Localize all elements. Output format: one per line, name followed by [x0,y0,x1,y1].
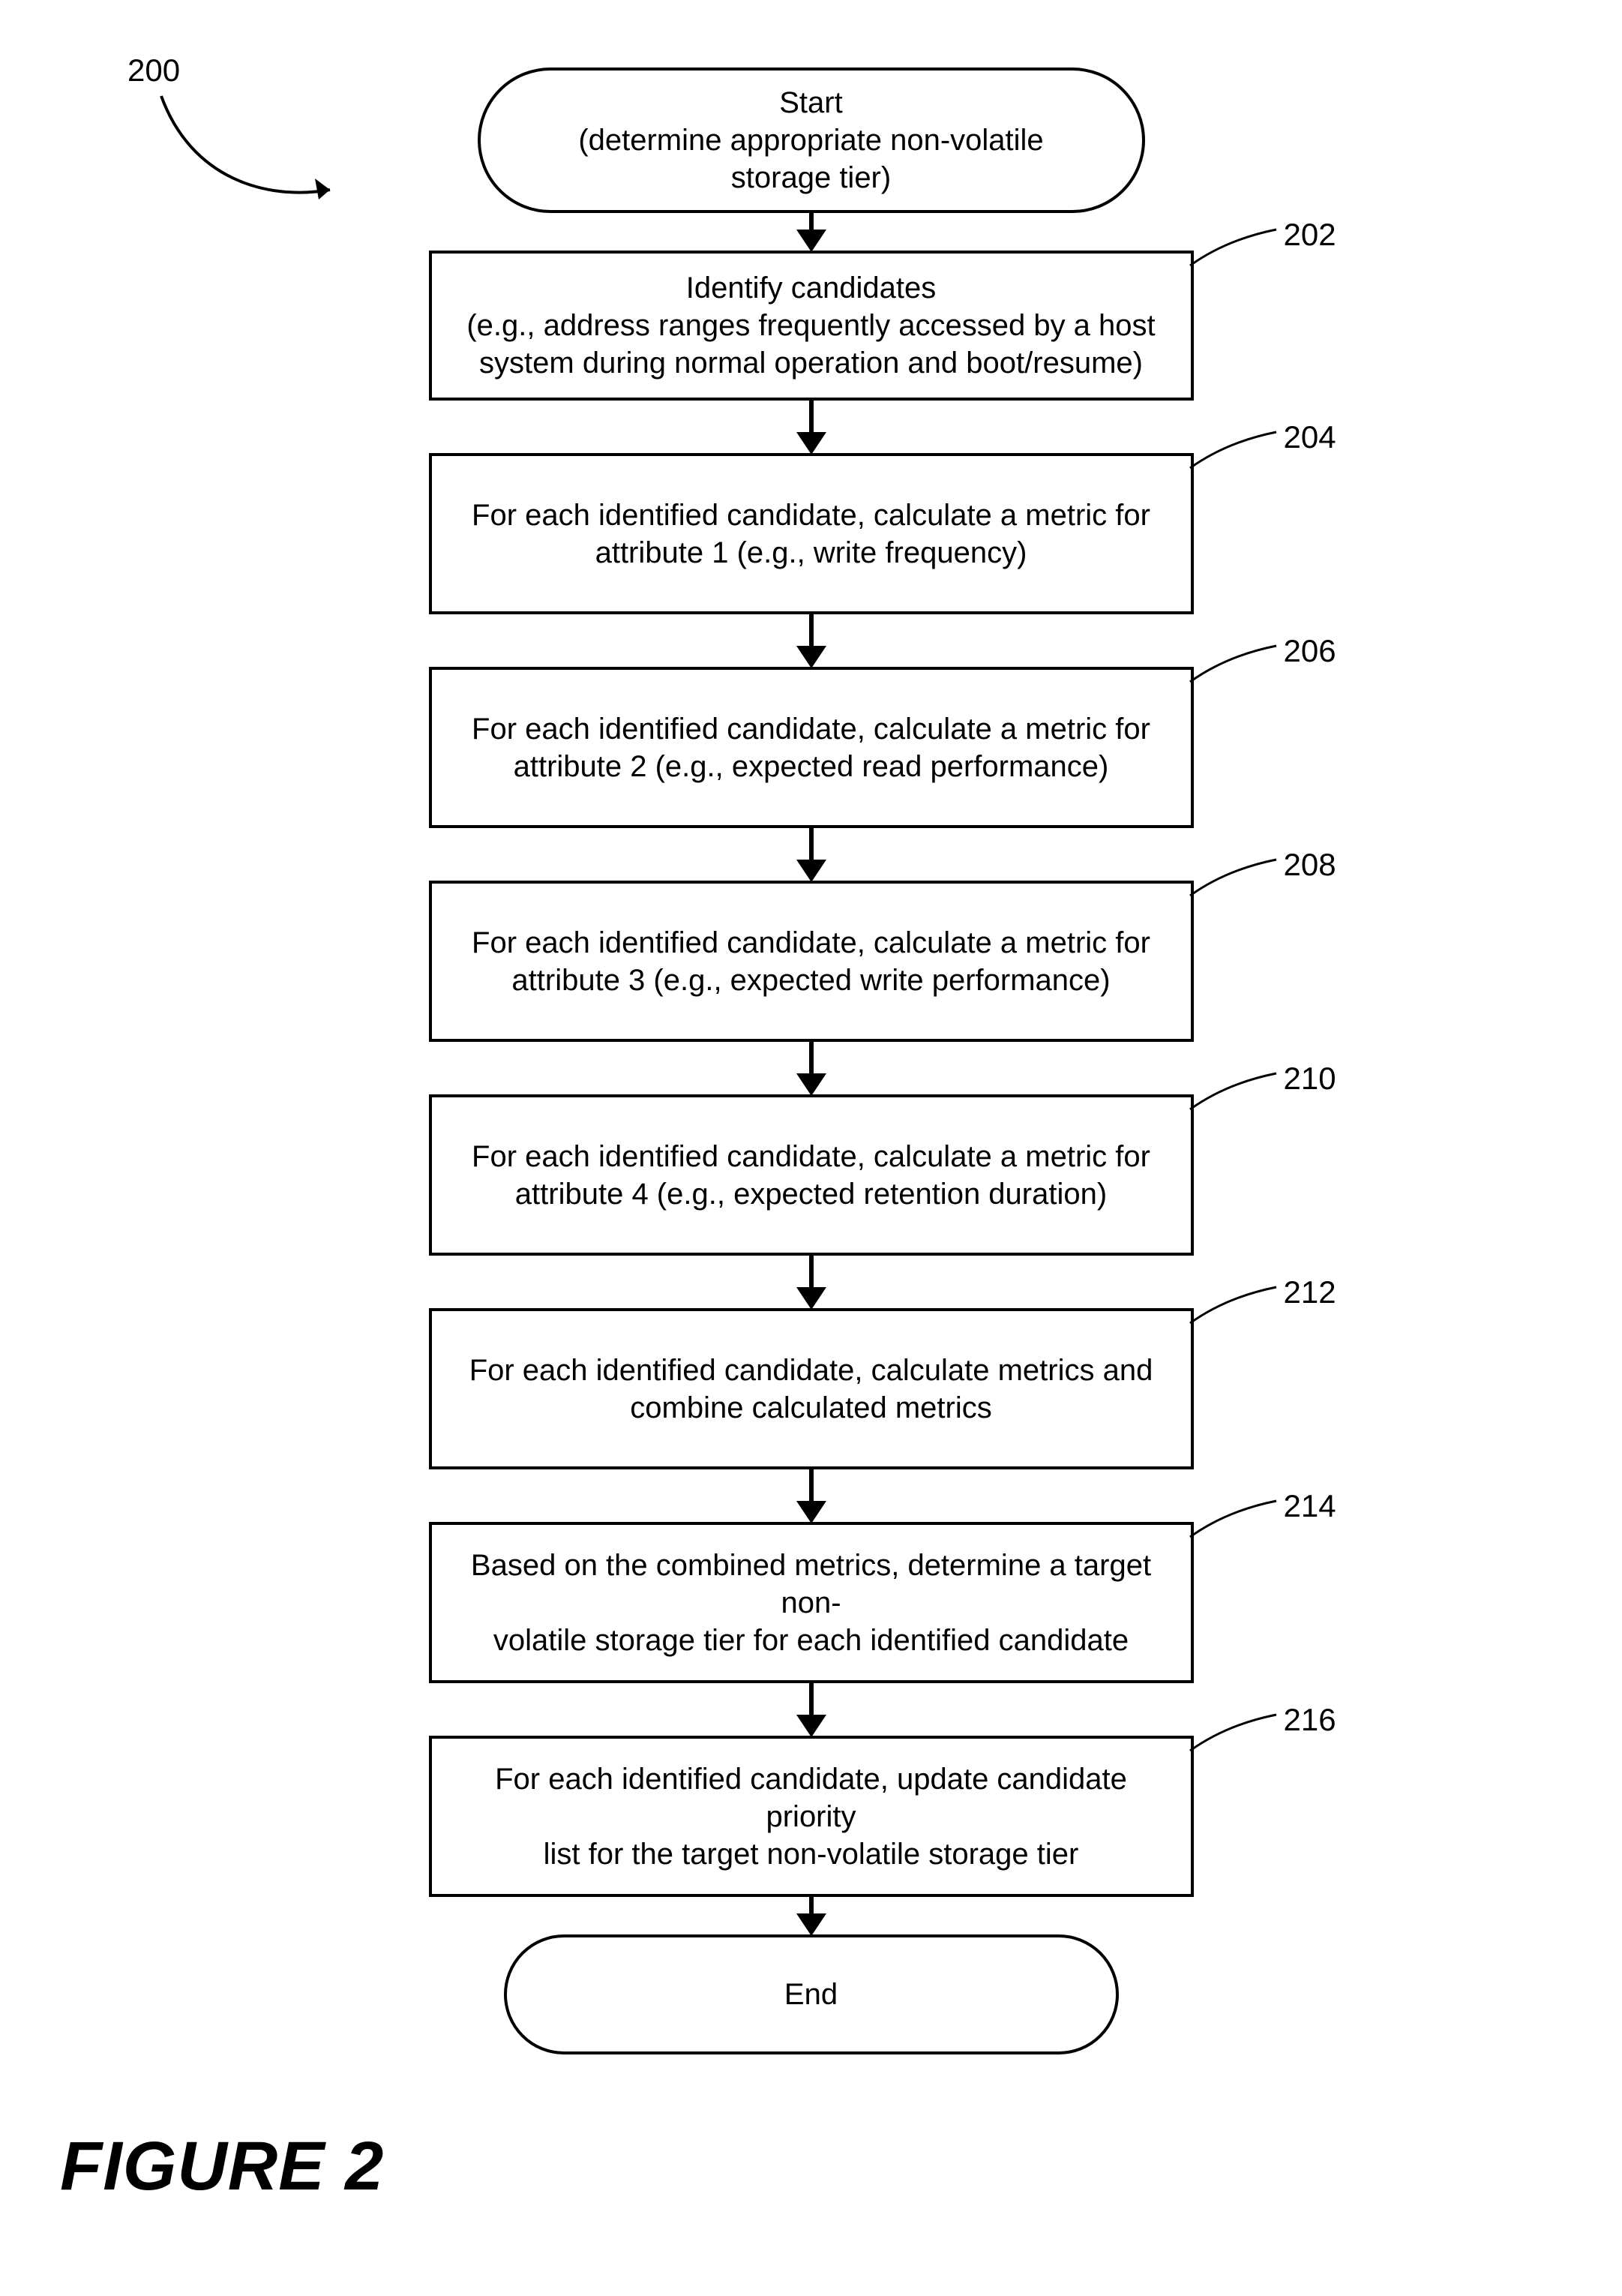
leader-line-210 [1186,1064,1299,1124]
reference-label-210: 210 [1284,1061,1336,1097]
reference-label-204: 204 [1284,419,1336,455]
process-node-204-line: For each identified candidate, calculate… [472,499,1150,532]
process-node-214-line: Based on the combined metrics, determine… [471,1549,1151,1619]
figure-caption-text: FIGURE 2 [60,2128,384,2204]
process-node-216: For each identified candidate, update ca… [429,1736,1194,1897]
flow-arrow [809,401,814,453]
process-node-210: For each identified candidate, calculate… [429,1094,1194,1256]
start-node-line: (determine appropriate non-volatile [578,124,1043,157]
leader-line-200 [146,89,341,209]
figure-ref-text: 200 [127,53,180,88]
start-node-line: storage tier) [731,161,891,194]
flow-arrow [809,614,814,667]
flowchart: Start (determine appropriate non-volatile… [429,68,1194,2054]
process-node-202-text: Identify candidates (e.g., address ranges… [466,269,1155,382]
leader-line-206 [1186,637,1299,697]
figure-caption-inner: FIGURE 2 [60,2128,384,2204]
leader-line-212 [1186,1278,1299,1338]
process-node-216-line: For each identified candidate, update ca… [495,1763,1127,1833]
end-node: End [504,1934,1119,2054]
process-node-216-line: list for the target non-volatile storage… [544,1838,1079,1871]
process-node-204-text: For each identified candidate, calculate… [472,497,1150,572]
leader-line-204 [1186,423,1299,483]
flow-arrow [809,1683,814,1736]
start-node: Start (determine appropriate non-volatile… [478,68,1145,213]
flow-arrow [809,1042,814,1094]
end-node-line: End [784,1978,838,2011]
page: 200 Start (determine appropriate non-vola… [0,0,1622,2296]
leader-line-202 [1186,221,1299,281]
process-node-212-line: For each identified candidate, calculate… [469,1354,1153,1387]
reference-label-206: 206 [1284,633,1336,669]
reference-label-216: 216 [1284,1702,1336,1738]
process-node-212-line: combine calculated metrics [630,1391,991,1424]
process-node-202-line: system during normal operation and boot/… [479,347,1143,380]
process-node-208-line: For each identified candidate, calculate… [472,926,1150,959]
process-node-204: For each identified candidate, calculate… [429,453,1194,614]
end-node-text: End [784,1976,838,2013]
leader-line-214 [1186,1492,1299,1552]
process-node-210-text: For each identified candidate, calculate… [472,1138,1150,1213]
figure-reference-number: 200 [127,53,180,89]
process-node-202: Identify candidates (e.g., address ranges… [429,251,1194,401]
reference-label-212: 212 [1284,1274,1336,1310]
flow-arrow [809,828,814,881]
flow-arrow [809,213,814,251]
process-node-214-text: Based on the combined metrics, determine… [462,1547,1161,1659]
process-node-216-text: For each identified candidate, update ca… [462,1760,1161,1873]
process-node-214-line: volatile storage tier for each identifie… [493,1624,1129,1657]
process-node-206-line: attribute 2 (e.g., expected read perform… [514,750,1109,783]
figure-caption: FIGURE 2 [60,2127,384,2206]
process-node-206: For each identified candidate, calculate… [429,667,1194,828]
leader-line-208 [1186,851,1299,911]
process-node-208-line: attribute 3 (e.g., expected write perfor… [511,964,1110,997]
process-node-214: Based on the combined metrics, determine… [429,1522,1194,1683]
process-node-210-line: For each identified candidate, calculate… [472,1140,1150,1173]
start-node-line: Start [779,86,842,119]
start-node-text: Start (determine appropriate non-volatile… [578,84,1043,197]
process-node-212: For each identified candidate, calculate… [429,1308,1194,1469]
reference-label-214: 214 [1284,1488,1336,1524]
flow-arrow [809,1897,814,1934]
process-node-208: For each identified candidate, calculate… [429,881,1194,1042]
process-node-210-line: attribute 4 (e.g., expected retention du… [515,1178,1107,1211]
flow-arrow [809,1256,814,1308]
process-node-202-line: Identify candidates [686,272,937,305]
leader-line-216 [1186,1706,1299,1766]
reference-label-208: 208 [1284,847,1336,883]
process-node-206-line: For each identified candidate, calculate… [472,713,1150,746]
process-node-206-text: For each identified candidate, calculate… [472,710,1150,785]
process-node-208-text: For each identified candidate, calculate… [472,924,1150,999]
process-node-204-line: attribute 1 (e.g., write frequency) [595,536,1027,569]
process-node-212-text: For each identified candidate, calculate… [469,1352,1153,1427]
process-node-202-line: (e.g., address ranges frequently accesse… [466,309,1155,342]
reference-label-202: 202 [1284,217,1336,253]
flow-arrow [809,1469,814,1522]
